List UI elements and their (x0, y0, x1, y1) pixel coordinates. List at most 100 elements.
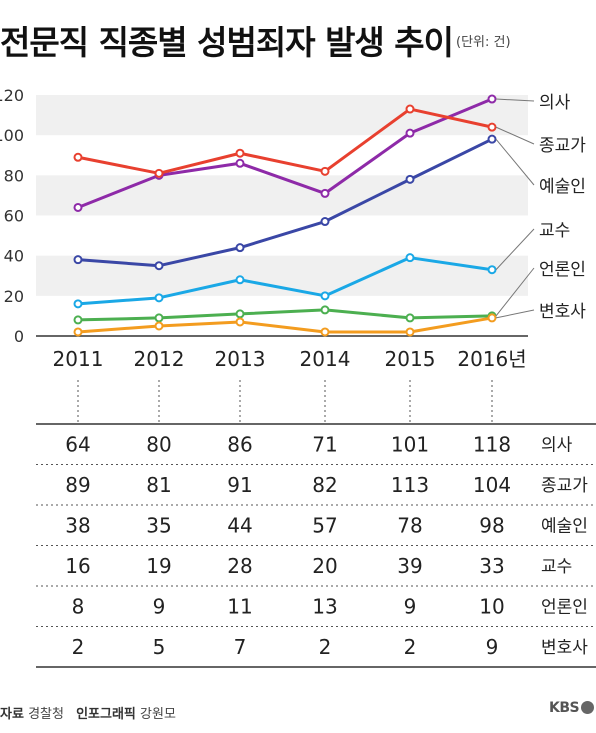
legend-label: 의사 (539, 93, 571, 113)
source-label: 자료 (0, 707, 24, 722)
x-tick-label: 2015 (385, 347, 436, 371)
table-cell: 64 (65, 432, 90, 456)
data-point (405, 253, 415, 263)
data-point (235, 158, 245, 168)
table-cell: 13 (312, 594, 337, 618)
y-tick-label: 0 (14, 327, 24, 346)
data-point (73, 315, 83, 325)
series-line (77, 316, 493, 334)
table-cell: 57 (312, 513, 337, 537)
data-point (320, 305, 330, 315)
data-point (405, 327, 415, 337)
logo-text: KBS (549, 700, 580, 716)
table-cell: 91 (227, 473, 252, 497)
y-tick-label: 60 (4, 207, 24, 226)
table-cell: 44 (227, 513, 252, 537)
data-point (235, 275, 245, 285)
data-point (235, 317, 245, 327)
table-cell: 35 (146, 513, 171, 537)
footer-credits: 자료 경찰청 인포그래픽 강원모 (0, 703, 184, 722)
data-point (73, 327, 83, 337)
table-cell: 9 (486, 635, 499, 659)
legend-label: 예술인 (539, 177, 586, 197)
table-cell: 11 (227, 594, 252, 618)
table-cell: 39 (397, 554, 422, 578)
data-point (320, 291, 330, 301)
data-point (154, 168, 164, 178)
legend-connector (495, 98, 535, 102)
table-row-label: 종교가 (541, 476, 588, 496)
y-tick-label: 40 (4, 247, 24, 266)
table-cell: 7 (234, 635, 247, 659)
data-point (154, 293, 164, 303)
source-value: 경찰청 (28, 707, 64, 722)
table-cell: 5 (153, 635, 166, 659)
data-point (73, 299, 83, 309)
data-point (73, 255, 83, 265)
table-cell: 78 (397, 513, 422, 537)
data-point (154, 313, 164, 323)
data-point (405, 104, 415, 114)
x-tick-label: 2012 (134, 347, 185, 371)
table-cell: 104 (473, 473, 511, 497)
table-row-label: 언론인 (541, 597, 588, 617)
y-tick-label: 100 (0, 126, 24, 145)
table-row-label: 예술인 (541, 516, 588, 536)
data-point (154, 261, 164, 271)
table-cell: 8 (72, 594, 85, 618)
kbs-logo: KBS (549, 700, 595, 716)
x-tick-label: 2014 (300, 347, 351, 371)
table-cell: 20 (312, 554, 337, 578)
data-point (487, 134, 497, 144)
legend-connector (495, 309, 535, 319)
credit-value: 강원모 (140, 707, 176, 722)
table-cell: 38 (65, 513, 90, 537)
legend-label: 언론인 (539, 260, 586, 280)
table-cell: 16 (65, 554, 90, 578)
grid-band (36, 175, 528, 216)
page-title: 전문직 직종별 성범죄자 발생 추이 (0, 23, 454, 62)
grid-band (36, 95, 528, 136)
table-cell: 33 (479, 554, 504, 578)
x-tick-label: 2011 (53, 347, 104, 371)
data-point (487, 313, 497, 323)
table-row-label: 의사 (541, 435, 573, 455)
table-cell: 19 (146, 554, 171, 578)
table-cell: 2 (404, 635, 417, 659)
data-point (405, 128, 415, 138)
legend-connector (495, 228, 535, 271)
table-cell: 98 (479, 513, 504, 537)
data-point (320, 166, 330, 176)
legend-label: 변호사 (539, 302, 586, 322)
credit-label: 인포그래픽 (76, 707, 136, 722)
data-point (405, 174, 415, 184)
legend-connector (495, 267, 535, 317)
data-point (235, 148, 245, 158)
unit-label: (단위: 건) (456, 35, 511, 50)
table-cell: 101 (391, 432, 429, 456)
y-tick-label: 20 (4, 287, 24, 306)
data-point (73, 152, 83, 162)
y-tick-label: 80 (4, 166, 24, 185)
table-cell: 2 (319, 635, 332, 659)
data-point (320, 217, 330, 227)
data-point (154, 321, 164, 331)
data-point (487, 265, 497, 275)
x-tick-label: 2016년 (457, 347, 526, 371)
y-tick-label: 120 (0, 86, 24, 105)
legend-connector (495, 138, 535, 186)
legend-connector (495, 126, 535, 145)
data-point (487, 122, 497, 132)
series-line (77, 308, 493, 322)
data-point (405, 313, 415, 323)
legend-label: 교수 (539, 221, 570, 241)
table-cell: 80 (146, 432, 171, 456)
data-point (320, 188, 330, 198)
table-cell: 89 (65, 473, 90, 497)
table-cell: 28 (227, 554, 252, 578)
table-cell: 81 (146, 473, 171, 497)
x-tick-label: 2013 (215, 347, 266, 371)
table-cell: 10 (479, 594, 504, 618)
table-cell: 2 (72, 635, 85, 659)
line-chart: 020406080100120201120122013201420152016년… (0, 86, 596, 668)
